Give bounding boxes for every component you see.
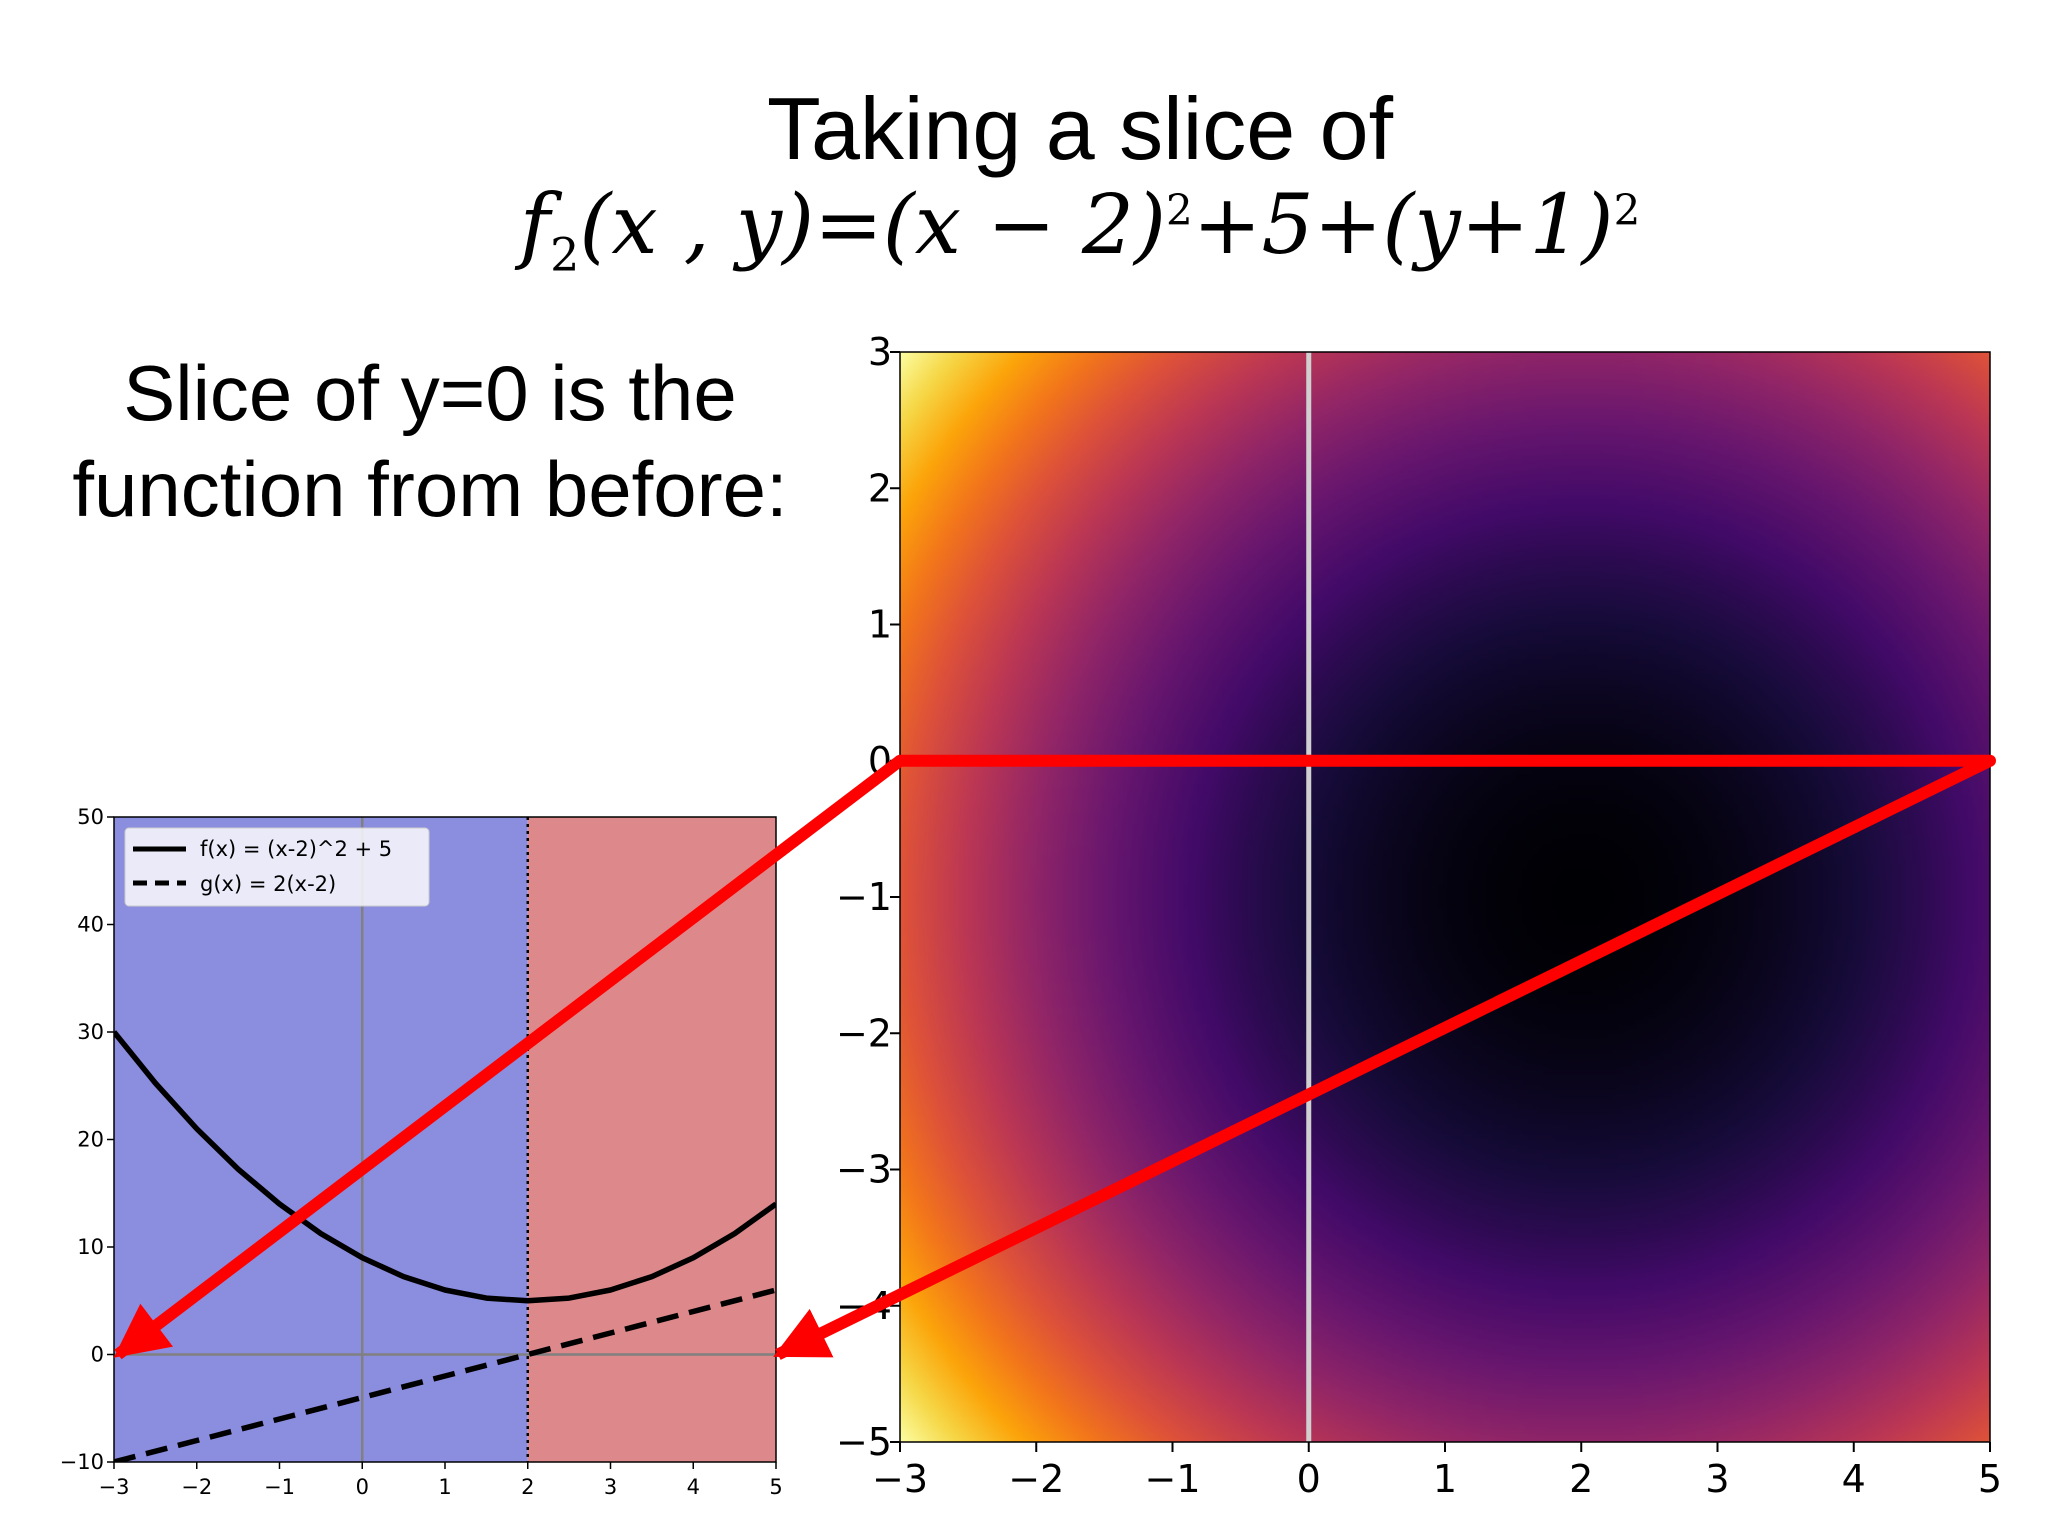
heatmap-image-holder xyxy=(900,352,1990,1442)
heatmap-y-tick-label: −2 xyxy=(836,1011,892,1055)
heatmap-image xyxy=(900,352,1990,1442)
arrow-to-right-end xyxy=(773,755,1993,1360)
y-tick-label: 40 xyxy=(77,913,104,937)
heatmap-y-tick-label: 3 xyxy=(868,330,892,374)
subtitle-line-1: Slice of y=0 is the xyxy=(123,349,737,437)
slide-title: Taking a slice of xyxy=(766,79,1394,178)
x-tick-label: 4 xyxy=(687,1475,700,1499)
arrow-to-left-end xyxy=(113,755,904,1360)
slide-subtitle: Slice of y=0 is the function from before… xyxy=(20,345,840,537)
heatmap-y-tick-label: −5 xyxy=(836,1420,892,1464)
x-tick-label: 5 xyxy=(769,1475,782,1499)
x-tick-label: −2 xyxy=(181,1475,212,1499)
formula-arguments: (x , y) xyxy=(579,178,815,273)
heatmap-y-tick-label: −1 xyxy=(836,875,892,919)
formula-function: f xyxy=(519,178,551,273)
formula-exponent-2: 2 xyxy=(1613,185,1641,235)
heatmap-x-tick-label: −2 xyxy=(1008,1457,1064,1501)
x-tick-label: −1 xyxy=(264,1475,295,1499)
y-tick-label: −10 xyxy=(60,1450,104,1474)
x-tick-label: 3 xyxy=(604,1475,617,1499)
heatmap-y-tick-label: 1 xyxy=(868,603,892,647)
y-tick-label: 50 xyxy=(77,805,104,829)
heatmap-x-tick-label: −1 xyxy=(1144,1457,1200,1501)
heatmap-x-tick-label: 3 xyxy=(1705,1457,1729,1501)
y-tick-label: 0 xyxy=(91,1343,104,1367)
region-0 xyxy=(114,817,528,1462)
formula-exponent-1: 2 xyxy=(1166,185,1193,235)
y-tick-label: 10 xyxy=(77,1235,104,1259)
legend-entry-f: f(x) = (x-2)^2 + 5 xyxy=(200,837,392,861)
legend: f(x) = (x-2)^2 + 5 g(x) = 2(x-2) xyxy=(124,827,430,907)
reference-lines xyxy=(114,817,776,1462)
formula-second-term: +5+(y+1) xyxy=(1192,178,1614,273)
y-tick-label: 20 xyxy=(77,1128,104,1152)
heatmap-x-tick-label: 1 xyxy=(1433,1457,1457,1501)
y-tick-label: 30 xyxy=(77,1020,104,1044)
x-tick-label: 1 xyxy=(438,1475,451,1499)
subtitle-line-2: function from before: xyxy=(72,445,788,533)
heatmap-x-tick-label: 5 xyxy=(1978,1457,2002,1501)
legend-box xyxy=(124,827,430,907)
heatmap-x-tick-label: −3 xyxy=(872,1457,928,1501)
x-tick-label: −3 xyxy=(99,1475,130,1499)
series-line-1 xyxy=(114,1287,776,1462)
legend-entry-g: g(x) = 2(x-2) xyxy=(200,872,336,896)
x-tick-label: 2 xyxy=(521,1475,534,1499)
series-line-0 xyxy=(114,1030,776,1304)
series-layer xyxy=(114,1030,776,1462)
arrow-annotations xyxy=(113,754,1996,1360)
heatmap-x-tick-label: 2 xyxy=(1569,1457,1593,1501)
region-1 xyxy=(527,817,776,1462)
formula: f2(x , y)=(x − 2)2+5+(y+1)2 xyxy=(0,178,2048,281)
formula-first-term: =(x − 2) xyxy=(814,178,1167,273)
x-tick-label: 0 xyxy=(356,1475,369,1499)
heatmap-x-tick-label: 0 xyxy=(1297,1457,1321,1501)
formula-subscript: 2 xyxy=(550,227,580,282)
heatmap-y-tick-label: 2 xyxy=(868,466,892,510)
region-layer xyxy=(114,817,776,1462)
heatmap-x-tick-label: 4 xyxy=(1842,1457,1866,1501)
heatmap-y-tick-label: −3 xyxy=(836,1148,892,1192)
